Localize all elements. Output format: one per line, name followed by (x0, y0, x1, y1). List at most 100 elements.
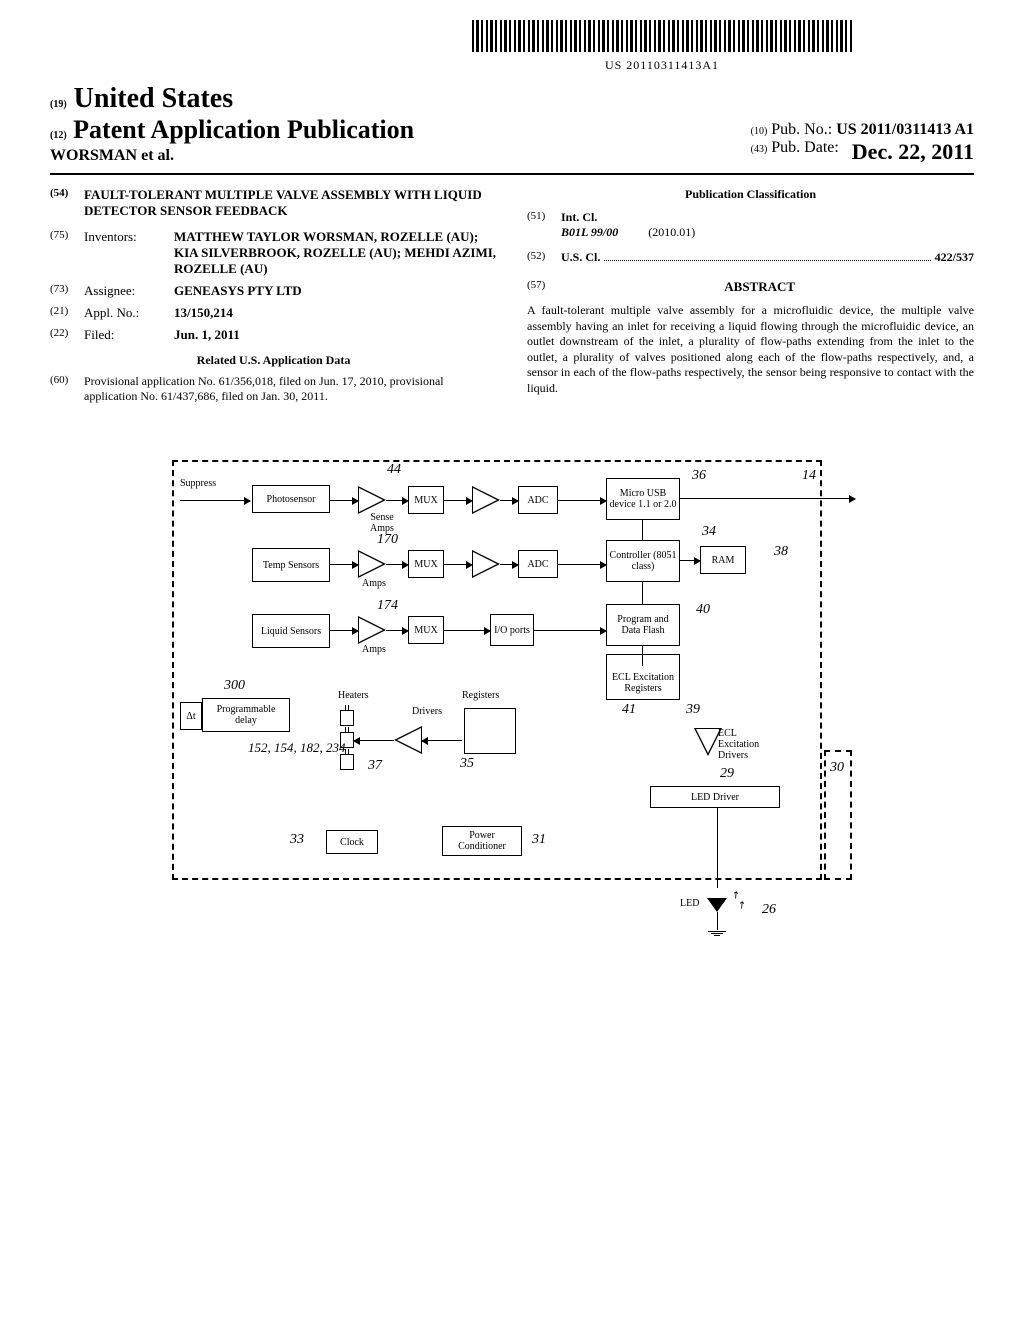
inventors-value: MATTHEW TAYLOR WORSMAN, ROZELLE (AU); KI… (174, 229, 497, 277)
intcl-num: (51) (527, 210, 561, 240)
related-header: Related U.S. Application Data (50, 353, 497, 368)
amp-icon (358, 616, 386, 644)
uscl-row: (52) U.S. Cl. 422/537 (527, 250, 974, 265)
ref-14: 14 (802, 468, 816, 484)
biblio-columns: (54) FAULT-TOLERANT MULTIPLE VALVE ASSEM… (50, 187, 974, 410)
related-text: Provisional application No. 61/356,018, … (84, 374, 497, 404)
ref-35: 35 (460, 756, 474, 772)
filed-label: Filed: (84, 327, 174, 343)
pubno-value: US 2011/0311413 A1 (836, 121, 974, 138)
vline (642, 520, 643, 540)
blk-ioports: I/O ports (490, 614, 534, 646)
intcl-year: (2010.01) (648, 225, 695, 239)
blk-registers (464, 708, 516, 754)
applno-num: (21) (50, 305, 84, 321)
title-row: (54) FAULT-TOLERANT MULTIPLE VALVE ASSEM… (50, 187, 497, 219)
country-num: (19) (50, 99, 67, 110)
ref-29: 29 (720, 766, 734, 782)
vline (717, 808, 718, 888)
intcl-body: Int. Cl. B01L 99/00 (2010.01) (561, 210, 974, 240)
ref-44: 44 (387, 462, 401, 478)
amp-icon (472, 550, 500, 578)
arrow (444, 564, 472, 565)
arrow (180, 500, 250, 501)
blk-controller: Controller (8051 class) (606, 540, 680, 582)
assignee-label: Assignee: (84, 283, 174, 299)
applno-row: (21) Appl. No.: 13/150,214 (50, 305, 497, 321)
intcl-label: Int. Cl. (561, 210, 597, 224)
header-left: (19) United States (12) Patent Applicati… (50, 83, 414, 165)
uscl-num: (52) (527, 250, 561, 265)
ref-30: 30 (830, 760, 844, 776)
assignee-value: GENEASYS PTY LTD (174, 283, 497, 299)
ref-41: 41 (622, 702, 636, 718)
barcode-graphic (472, 20, 852, 52)
amp-drivers-icon (394, 726, 422, 754)
ref-26: 26 (762, 902, 776, 918)
pubdate-value: Dec. 22, 2011 (852, 139, 974, 165)
inventors-num: (75) (50, 229, 84, 277)
blk-ram: RAM (700, 546, 746, 574)
block-diagram: Suppress Photosensor Sense Amps MUX ADC … (162, 450, 862, 970)
blk-flash: Program and Data Flash (606, 604, 680, 646)
blk-adc2: ADC (518, 550, 558, 578)
blk-dt: Δt (180, 702, 202, 730)
arrow (330, 500, 358, 501)
assignee-row: (73) Assignee: GENEASYS PTY LTD (50, 283, 497, 299)
ground-icon (708, 930, 726, 937)
right-col: Publication Classification (51) Int. Cl.… (527, 187, 974, 410)
arrow (444, 500, 472, 501)
ref-31: 31 (532, 832, 546, 848)
heater-icon (340, 754, 354, 770)
arrow (680, 560, 700, 561)
uscl-label: U.S. Cl. (561, 250, 600, 265)
ref-36: 36 (692, 468, 706, 484)
pubdate-num: (43) (751, 144, 768, 155)
lbl-amps3: Amps (362, 644, 386, 655)
filed-value: Jun. 1, 2011 (174, 327, 497, 343)
dot-leader (604, 250, 930, 261)
heater-icon (340, 710, 354, 726)
applno-value: 13/150,214 (174, 305, 497, 321)
inventors-row: (75) Inventors: MATTHEW TAYLOR WORSMAN, … (50, 229, 497, 277)
abstract-title: ABSTRACT (724, 279, 795, 294)
header-row: (19) United States (12) Patent Applicati… (50, 83, 974, 165)
inventors-value-b: MATTHEW TAYLOR WORSMAN, ROZELLE (AU); KI… (174, 229, 496, 276)
inventors-label: Inventors: (84, 229, 174, 277)
vline (717, 912, 718, 930)
country: United States (74, 83, 233, 114)
left-col: (54) FAULT-TOLERANT MULTIPLE VALVE ASSEM… (50, 187, 497, 410)
header-right: (10) Pub. No.: US 2011/0311413 A1 (43) P… (751, 121, 974, 165)
ref-40: 40 (696, 602, 710, 618)
blk-mux1: MUX (408, 486, 444, 514)
lbl-suppress: Suppress (180, 478, 216, 489)
amp-icon (472, 486, 500, 514)
abstract-body: A fault-tolerant multiple valve assembly… (527, 303, 974, 397)
blk-liquidsensors: Liquid Sensors (252, 614, 330, 648)
title-num: (54) (50, 187, 84, 219)
arrow (444, 630, 490, 631)
blk-progdelay: Programmable delay (202, 698, 290, 732)
ref-170: 170 (377, 532, 398, 548)
blk-clock: Clock (326, 830, 378, 854)
lbl-eclreg-top (606, 654, 680, 668)
ref-37: 37 (368, 758, 382, 774)
blk-mux3: MUX (408, 616, 444, 644)
lbl-amps2: Amps (362, 578, 386, 589)
arrow (354, 740, 394, 741)
diagram-wrap: Suppress Photosensor Sense Amps MUX ADC … (50, 450, 974, 970)
blk-powercond: Power Conditioner (442, 826, 522, 856)
dashed-boundary (172, 460, 822, 880)
ref-152: 152, 154, 182, 234 (248, 740, 346, 756)
lbl-led: LED (680, 898, 699, 909)
arrow (422, 740, 462, 741)
ref-33: 33 (290, 832, 304, 848)
pubdate-label: Pub. Date: (771, 139, 839, 156)
arrow (500, 564, 518, 565)
arrow (386, 500, 408, 501)
authors-line: WORSMAN et al. (50, 147, 414, 165)
vline (642, 582, 643, 604)
blk-adc1: ADC (518, 486, 558, 514)
pubno-label: Pub. No.: (771, 121, 832, 138)
ref-174: 174 (377, 598, 398, 614)
